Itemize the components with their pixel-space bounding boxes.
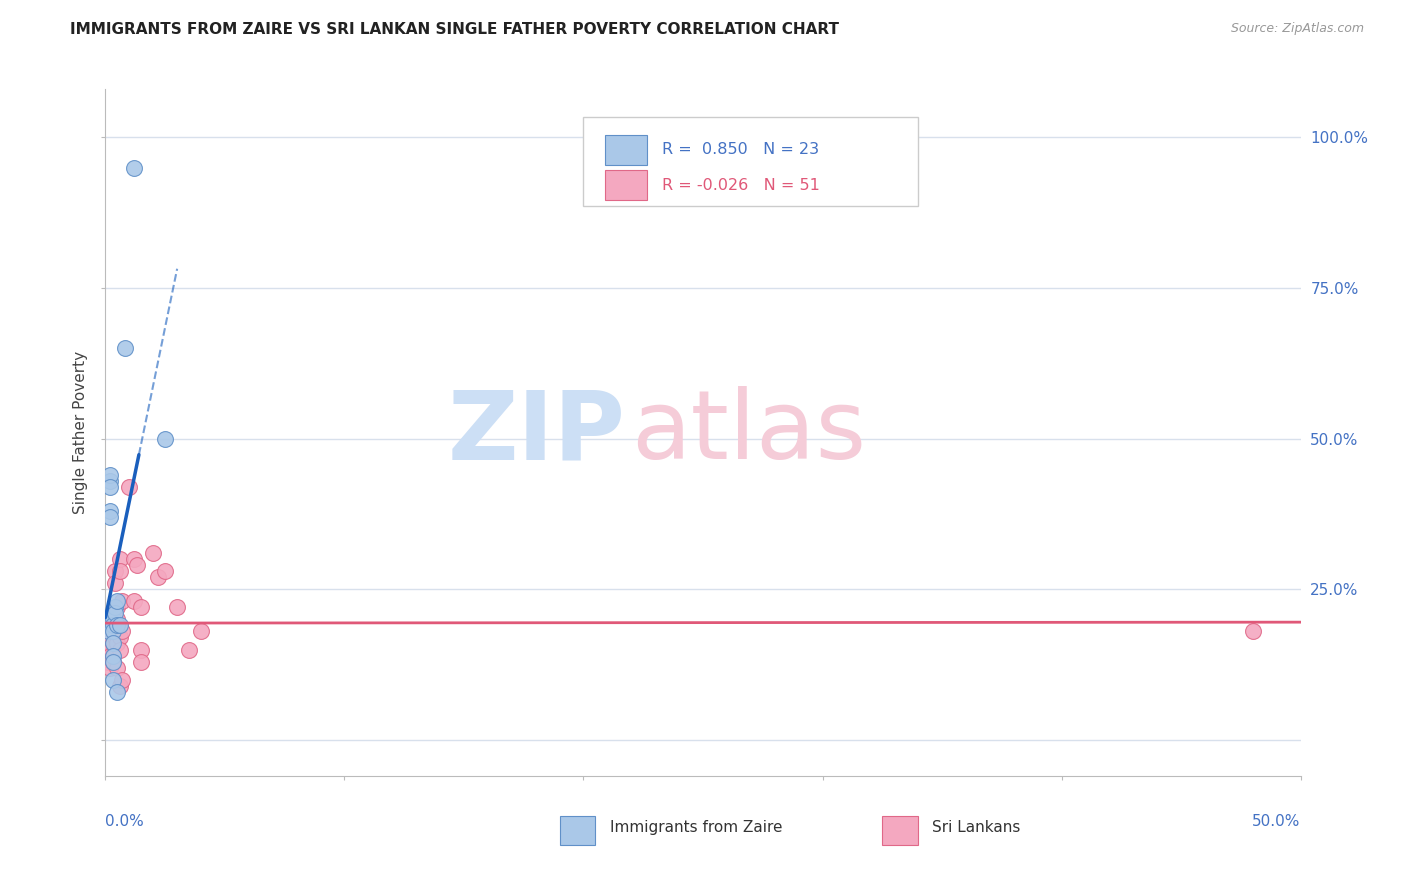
Point bbox=[101, 673, 124, 687]
Point bbox=[104, 600, 127, 615]
Point bbox=[107, 624, 129, 639]
Point bbox=[101, 618, 124, 632]
Point bbox=[118, 480, 141, 494]
Bar bbox=[883, 816, 918, 845]
Point bbox=[142, 546, 165, 560]
Point bbox=[107, 636, 129, 650]
Point bbox=[111, 594, 134, 608]
Point bbox=[98, 660, 121, 674]
Point bbox=[108, 642, 131, 657]
Text: ZIP: ZIP bbox=[447, 386, 626, 479]
Point bbox=[98, 612, 121, 626]
Point bbox=[107, 600, 129, 615]
Text: Source: ZipAtlas.com: Source: ZipAtlas.com bbox=[1230, 22, 1364, 36]
Text: 0.0%: 0.0% bbox=[105, 814, 145, 829]
Text: Immigrants from Zaire: Immigrants from Zaire bbox=[610, 820, 782, 835]
Point bbox=[108, 631, 131, 645]
Point bbox=[1241, 624, 1264, 639]
Point bbox=[98, 504, 121, 518]
Bar bbox=[560, 816, 596, 845]
Point bbox=[108, 618, 131, 632]
Point bbox=[108, 564, 131, 578]
Point bbox=[114, 341, 136, 355]
Point bbox=[97, 648, 120, 663]
Point bbox=[98, 648, 121, 663]
Point bbox=[107, 618, 129, 632]
Point bbox=[107, 684, 129, 698]
Point bbox=[98, 642, 121, 657]
Point bbox=[97, 636, 120, 650]
Point bbox=[101, 648, 124, 663]
Point bbox=[107, 594, 129, 608]
FancyBboxPatch shape bbox=[583, 117, 918, 206]
Bar bbox=[605, 170, 647, 201]
Point bbox=[98, 510, 121, 524]
Point bbox=[101, 636, 124, 650]
Point bbox=[155, 564, 177, 578]
Point bbox=[108, 552, 131, 566]
Point bbox=[101, 624, 124, 639]
Point bbox=[101, 636, 124, 650]
Point bbox=[129, 600, 153, 615]
Point bbox=[111, 673, 134, 687]
Point bbox=[129, 655, 153, 669]
Point bbox=[104, 576, 127, 591]
Bar bbox=[605, 135, 647, 165]
Point bbox=[104, 564, 127, 578]
Point bbox=[111, 624, 134, 639]
Point bbox=[104, 607, 127, 621]
Point bbox=[101, 618, 124, 632]
Point bbox=[97, 655, 120, 669]
Point bbox=[104, 624, 127, 639]
Point bbox=[107, 612, 129, 626]
Point bbox=[146, 570, 169, 584]
Point bbox=[98, 618, 121, 632]
Text: Sri Lankans: Sri Lankans bbox=[932, 820, 1021, 835]
Point bbox=[97, 624, 120, 639]
Point bbox=[122, 161, 145, 175]
Point bbox=[122, 552, 145, 566]
Point bbox=[98, 624, 121, 639]
Point bbox=[97, 612, 120, 626]
Text: R = -0.026   N = 51: R = -0.026 N = 51 bbox=[662, 178, 820, 193]
Point bbox=[122, 594, 145, 608]
Point bbox=[98, 474, 121, 488]
Point bbox=[108, 679, 131, 693]
Point bbox=[101, 607, 124, 621]
Point bbox=[101, 612, 124, 626]
Point bbox=[98, 467, 121, 482]
Point bbox=[101, 648, 124, 663]
Text: R =  0.850   N = 23: R = 0.850 N = 23 bbox=[662, 142, 820, 157]
Point bbox=[101, 655, 124, 669]
Point bbox=[104, 612, 127, 626]
Point bbox=[104, 631, 127, 645]
Point bbox=[155, 432, 177, 446]
Text: 50.0%: 50.0% bbox=[1253, 814, 1301, 829]
Text: atlas: atlas bbox=[631, 386, 866, 479]
Point bbox=[166, 600, 188, 615]
Y-axis label: Single Father Poverty: Single Father Poverty bbox=[73, 351, 89, 514]
Point bbox=[101, 624, 124, 639]
Point bbox=[97, 642, 120, 657]
Point bbox=[190, 624, 212, 639]
Point bbox=[98, 631, 121, 645]
Point bbox=[125, 558, 148, 573]
Point bbox=[129, 642, 153, 657]
Text: IMMIGRANTS FROM ZAIRE VS SRI LANKAN SINGLE FATHER POVERTY CORRELATION CHART: IMMIGRANTS FROM ZAIRE VS SRI LANKAN SING… bbox=[70, 22, 839, 37]
Point bbox=[107, 660, 129, 674]
Point bbox=[97, 631, 120, 645]
Point bbox=[97, 624, 120, 639]
Point bbox=[98, 480, 121, 494]
Point bbox=[101, 655, 124, 669]
Point bbox=[179, 642, 201, 657]
